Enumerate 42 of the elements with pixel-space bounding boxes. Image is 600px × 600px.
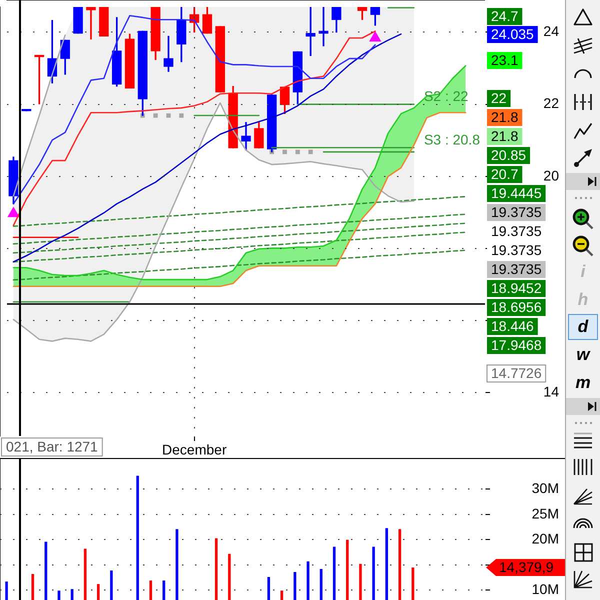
y-tick-label: 10M xyxy=(532,580,559,597)
text: 19.3735 xyxy=(491,204,542,220)
text: 24.7 xyxy=(491,8,518,24)
y-tick-label: 14 xyxy=(543,384,560,400)
text: 20.7 xyxy=(491,166,518,182)
text: 18.446 xyxy=(491,318,534,334)
y-tick-label: 20 xyxy=(543,167,560,184)
text: 19.3735 xyxy=(491,260,542,277)
text: 18.6956 xyxy=(491,298,542,315)
text: m xyxy=(575,373,591,392)
y-tick-label: 30M xyxy=(532,480,559,496)
y-tick-label: 22 xyxy=(543,95,560,112)
candlestick xyxy=(86,7,96,40)
text: 18.9452 xyxy=(491,280,542,296)
text: 23.1 xyxy=(491,52,518,68)
line-series xyxy=(12,232,466,263)
text: d xyxy=(578,317,588,336)
y-tick-label: 20M xyxy=(532,530,559,546)
text: 19.3735 xyxy=(491,222,542,239)
y-tick-label: 24 xyxy=(543,23,560,40)
text: h xyxy=(578,290,588,309)
text: 14.7726 xyxy=(491,364,542,381)
x-tick-label: December xyxy=(162,441,227,458)
text: 17.9468 xyxy=(491,336,542,353)
text: 19.4445 xyxy=(491,184,542,201)
text: 19.3735 xyxy=(491,242,542,258)
candlestick xyxy=(164,36,174,72)
text: 21.8 xyxy=(491,108,518,125)
text: i xyxy=(580,262,586,281)
text: w xyxy=(576,345,590,364)
line-series xyxy=(12,196,466,227)
y-tick-label: 25M xyxy=(532,505,559,522)
line-series xyxy=(12,250,466,281)
text: 021, Bar: 1271 xyxy=(6,438,98,454)
line-series xyxy=(12,222,466,254)
text: 14,379,9 xyxy=(499,558,554,575)
line-series xyxy=(12,214,466,244)
text: 24.035 xyxy=(491,26,534,42)
text: 22 xyxy=(491,90,507,106)
text: 20.85 xyxy=(491,146,526,163)
series-label: S3 : 20.8 xyxy=(424,131,480,148)
text: 21.8 xyxy=(491,128,518,144)
